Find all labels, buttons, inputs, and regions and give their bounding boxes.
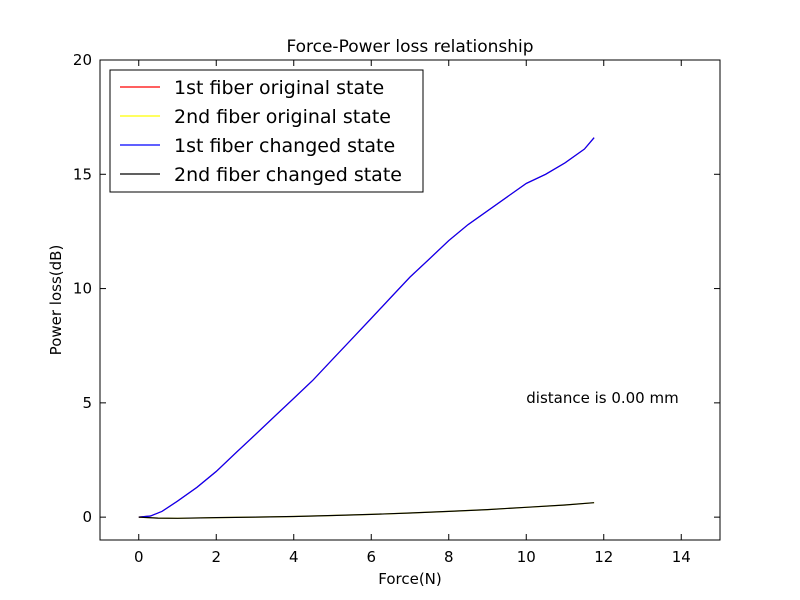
x-tick-label: 10 (517, 548, 536, 566)
y-tick-label: 20 (73, 51, 92, 69)
x-tick-label: 8 (444, 548, 454, 566)
x-tick-label: 14 (672, 548, 691, 566)
x-tick-label: 0 (134, 548, 144, 566)
chart-title: Force-Power loss relationship (286, 37, 533, 57)
x-tick-label: 6 (366, 548, 376, 566)
legend: 1st fiber original state 2nd fiber origin… (109, 69, 424, 193)
legend-box (109, 69, 424, 193)
y-tick-label: 10 (73, 280, 92, 298)
legend-label-3: 1st fiber changed state (174, 135, 395, 157)
legend-label-4: 2nd fiber changed state (174, 164, 402, 186)
x-tick-label: 12 (594, 548, 613, 566)
series-line-4 (138, 502, 595, 519)
y-tick-label: 15 (73, 165, 92, 183)
y-tick-label: 0 (82, 508, 92, 526)
distance-annotation: distance is 0.00 mm (526, 389, 678, 407)
x-tick-label: 2 (211, 548, 221, 566)
y-tick-label: 5 (82, 394, 92, 412)
x-axis-label: Force(N) (378, 570, 442, 588)
plot-frame (99, 59, 721, 541)
y-axis-label: Power loss(dB) (47, 245, 65, 356)
ticks-layer: 0 2 4 6 8 10 12 14 0 5 10 15 20 (73, 51, 720, 566)
x-tick-label: 4 (289, 548, 299, 566)
legend-label-2: 2nd fiber original state (174, 106, 391, 128)
series-line-3 (138, 137, 595, 518)
legend-label-1: 1st fiber original state (174, 77, 384, 99)
series-layer (138, 137, 595, 519)
